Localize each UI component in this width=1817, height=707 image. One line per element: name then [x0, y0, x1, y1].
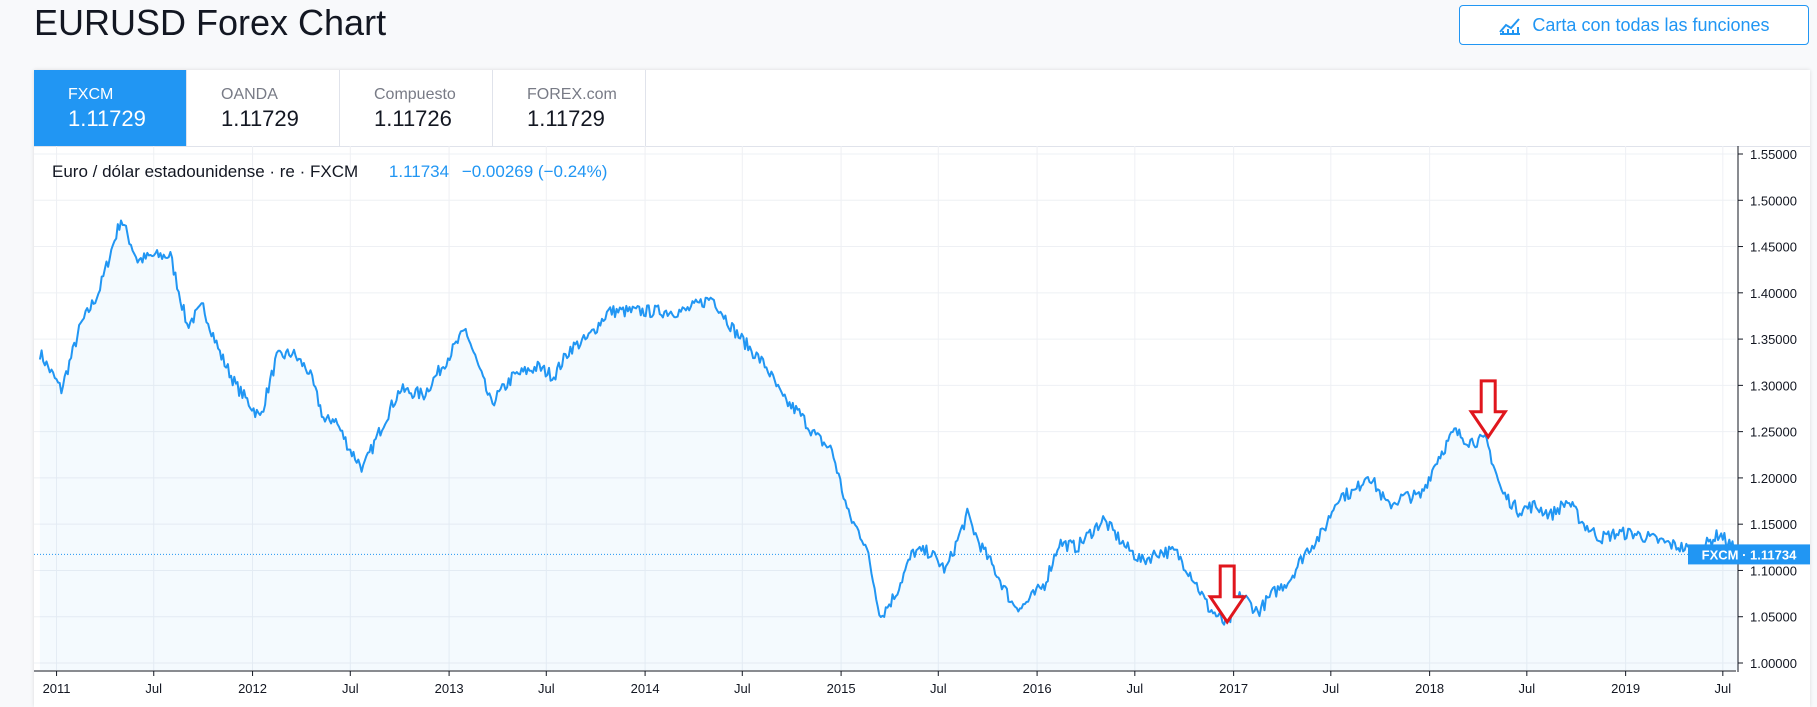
page-title: EURUSD Forex Chart — [34, 2, 387, 43]
price-chart[interactable]: 1.55000 1.50000 1.45000 1.40000 1.35000 1.300… — [34, 70, 1810, 707]
tab-compuesto[interactable]: Compuesto 1.11726 — [340, 70, 493, 146]
x-tick-label: Jul — [930, 681, 947, 696]
y-tick-label: 1.35000 — [1750, 332, 1797, 347]
y-tick-label: 1.45000 — [1750, 240, 1797, 255]
y-tick-label: 1.50000 — [1750, 193, 1797, 208]
chart-card: FXCM 1.11729 OANDA 1.11729 Compuesto 1.1… — [34, 70, 1810, 707]
current-price-badge: FXCM · 1.11734 — [1688, 544, 1810, 565]
tab-value: 1.11729 — [68, 106, 146, 131]
tab-oanda[interactable]: OANDA 1.11729 — [187, 70, 340, 146]
x-tick-label: Jul — [538, 681, 555, 696]
y-tick-label: 1.55000 — [1750, 147, 1797, 162]
x-tick-label: 2017 — [1219, 681, 1248, 696]
x-tick-label: Jul — [342, 681, 359, 696]
price-badge-text: FXCM · 1.11734 — [1702, 547, 1797, 562]
y-tick-label: 1.15000 — [1750, 517, 1797, 532]
x-tick-label: 2016 — [1023, 681, 1052, 696]
x-tick-label: Jul — [734, 681, 751, 696]
tab-forex-com[interactable]: FOREX.com 1.11729 — [493, 70, 646, 146]
x-tick-label: 2018 — [1415, 681, 1444, 696]
tab-value: 1.11729 — [527, 106, 605, 131]
chart-line-icon — [1499, 18, 1521, 35]
x-tick-label: Jul — [1715, 681, 1732, 696]
y-tick-label: 1.30000 — [1750, 378, 1797, 393]
x-tick-label: 2014 — [631, 681, 660, 696]
tab-fxcm[interactable]: FXCM 1.11729 — [34, 70, 187, 146]
tab-name: FOREX.com — [527, 86, 617, 103]
x-tick-label: 2012 — [238, 681, 267, 696]
annotation-down-arrow — [1207, 564, 1248, 625]
x-tick-label: Jul — [1519, 681, 1536, 696]
x-tick-label: 2011 — [43, 681, 71, 696]
tab-name: Compuesto — [374, 86, 456, 103]
x-tick-label: 2013 — [435, 681, 464, 696]
y-tick-label: 1.10000 — [1750, 563, 1797, 578]
tab-name: OANDA — [221, 86, 278, 103]
y-tick-label: 1.00000 — [1750, 656, 1797, 671]
legend-symbol: Euro / dólar estadounidense · re · FXCM — [52, 162, 359, 181]
full-chart-button[interactable]: Carta con todas las funciones — [1459, 5, 1809, 45]
x-tick-label: 2015 — [827, 681, 856, 696]
y-tick-label: 1.05000 — [1750, 610, 1797, 625]
y-tick-label: 1.20000 — [1750, 471, 1797, 486]
series-area — [39, 220, 1739, 670]
full-chart-label: Carta con todas las funciones — [1532, 14, 1770, 35]
x-tick-label: 2019 — [1611, 681, 1640, 696]
tab-value: 1.11729 — [221, 106, 299, 131]
annotation-down-arrow — [1468, 379, 1509, 440]
y-tick-label: 1.40000 — [1750, 286, 1797, 301]
legend-change: −0.00269 (−0.24%) — [461, 162, 608, 181]
x-tick-label: Jul — [1323, 681, 1340, 696]
tab-value: 1.11726 — [374, 106, 452, 131]
series-line — [38, 219, 1740, 626]
legend-price: 1.11734 — [388, 162, 450, 181]
tab-name: FXCM — [68, 86, 114, 103]
x-tick-label: Jul — [145, 681, 162, 696]
x-tick-label: Jul — [1127, 681, 1144, 696]
chart-legend: Euro / dólar estadounidense · re · FXCM … — [52, 162, 607, 182]
price-badge-background — [1688, 544, 1810, 565]
y-tick-label: 1.25000 — [1750, 425, 1797, 440]
source-tabs: FXCM 1.11729 OANDA 1.11729 Compuesto 1.1… — [34, 70, 1810, 147]
